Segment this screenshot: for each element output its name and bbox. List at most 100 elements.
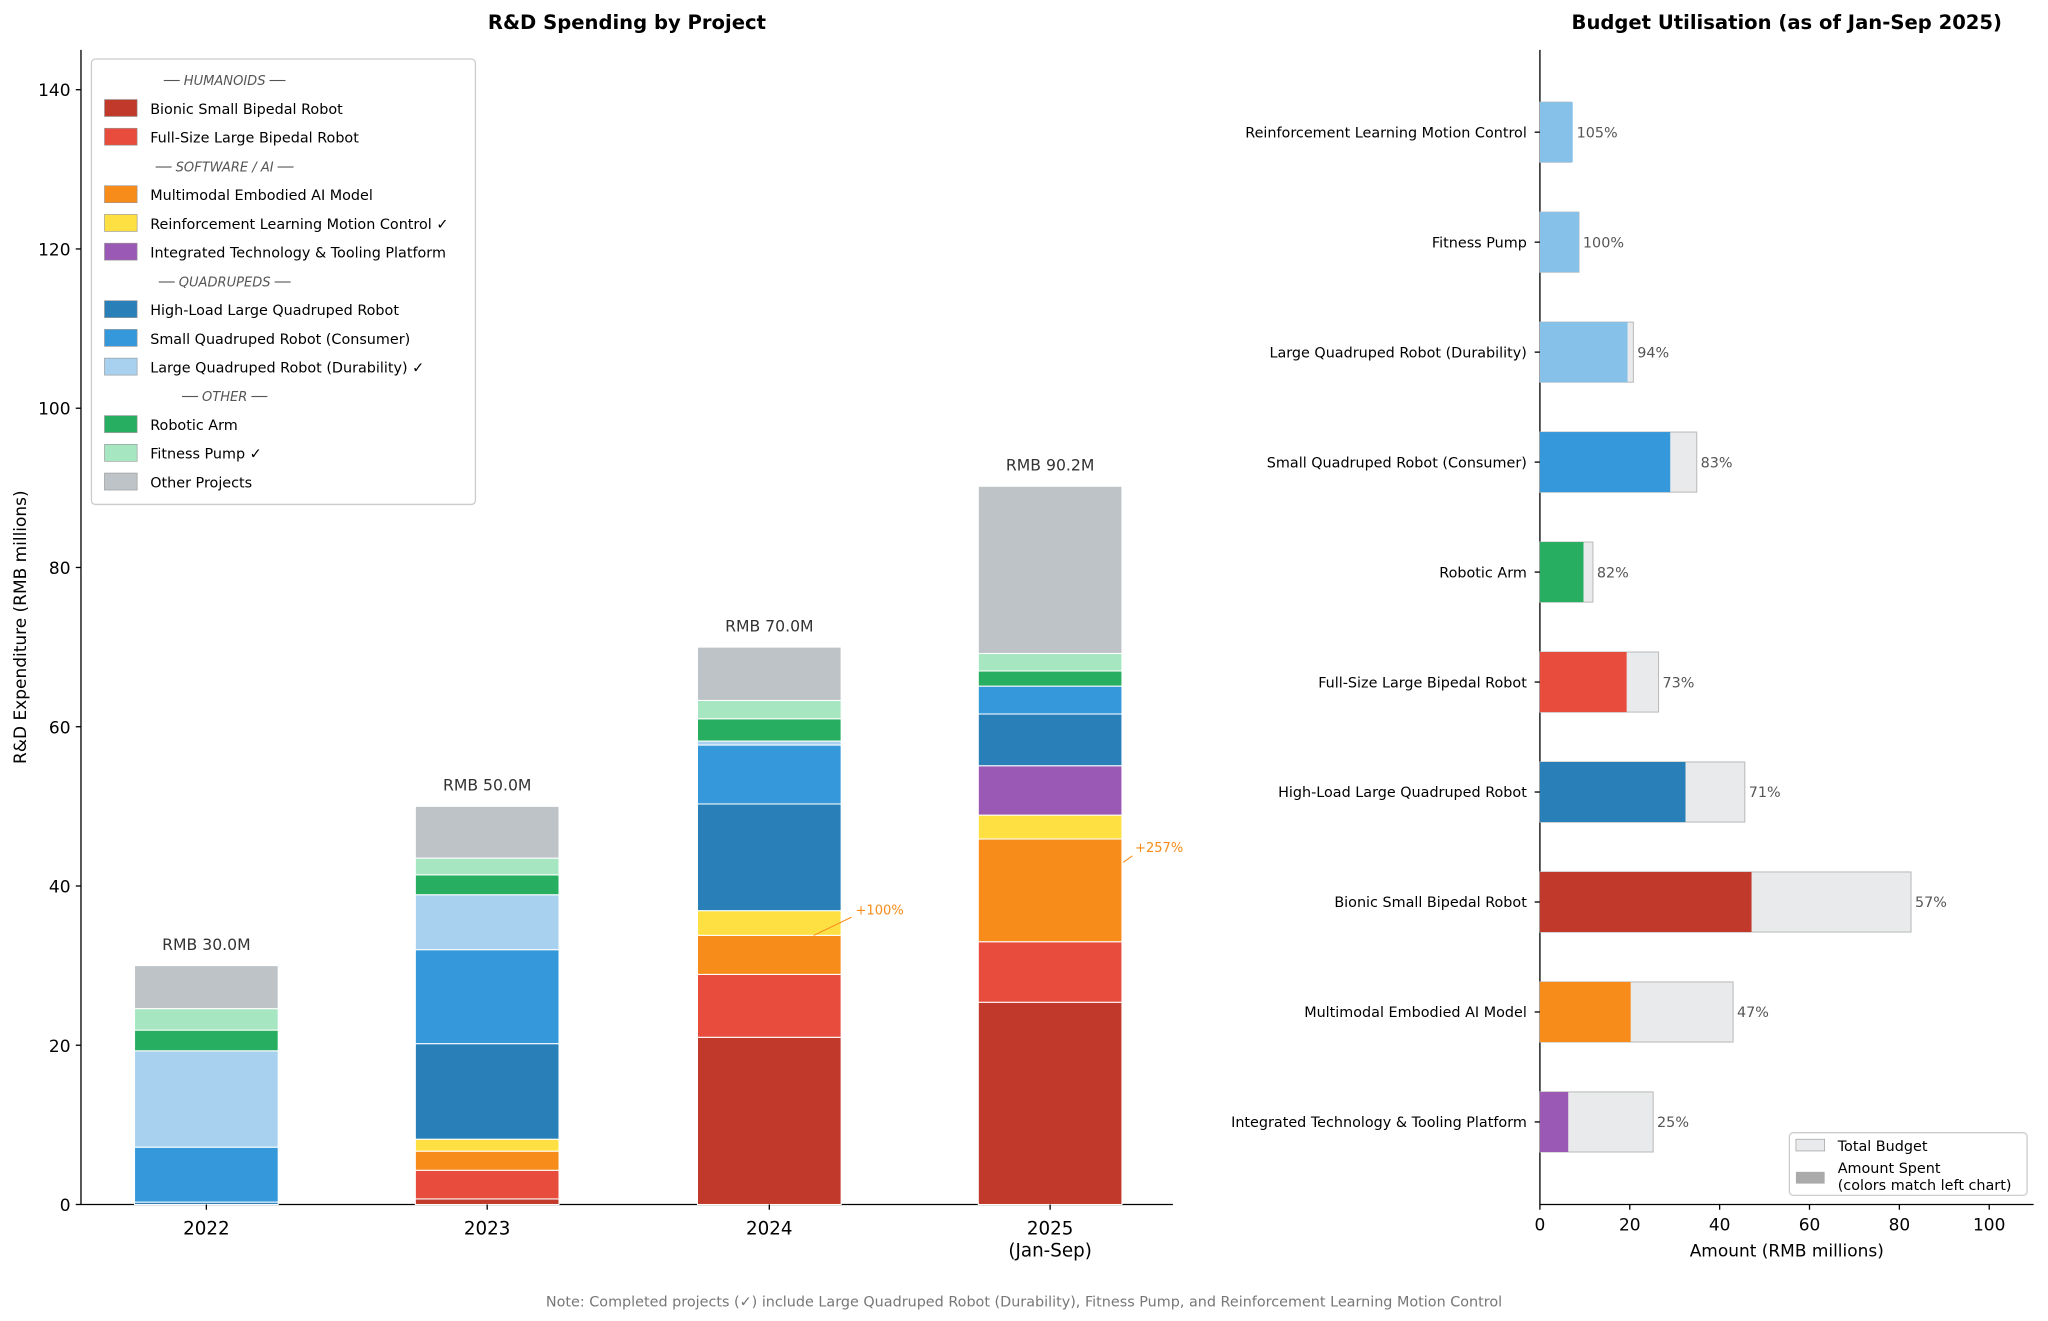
legend-group-header: ── SOFTWARE / AI ── [155, 160, 294, 175]
legend-item-label: Fitness Pump ✓ [150, 447, 262, 463]
legend-item-label: Small Quadruped Robot (Consumer) [150, 332, 410, 348]
bar-segment [977, 713, 1123, 767]
legend-swatch [104, 242, 138, 261]
legend-group-header: ── QUADRUPEDS ── [158, 275, 291, 290]
x-tick-label: 60 [1799, 1216, 1821, 1236]
bar-segment [414, 1150, 560, 1171]
legend-item-label: Reinforcement Learning Motion Control ✓ [150, 217, 448, 233]
legend-item-label: Large Quadruped Robot (Durability) ✓ [150, 361, 424, 377]
bar-segment [134, 1146, 279, 1203]
left-legend: ── HUMANOIDS ── Bionic Small Bipedal Robo… [90, 58, 477, 506]
bar-segment [414, 949, 560, 1045]
utilisation-pct: 71% [1749, 785, 1781, 801]
spent-bar [1539, 212, 1580, 273]
category-label: Multimodal Embodied AI Model [1304, 1005, 1527, 1021]
y-tick-label: 20 [49, 1037, 71, 1057]
x-tick-label: 20 [1619, 1216, 1641, 1236]
x-tick-label: 80 [1889, 1216, 1911, 1236]
bar-segment [134, 965, 279, 1010]
legend-frame [1788, 1132, 2028, 1197]
bar-segment [414, 1169, 560, 1200]
y-tick-label: 120 [38, 240, 70, 260]
legend-swatch [104, 185, 138, 204]
legend-swatch [104, 357, 138, 376]
spent-bar [1539, 102, 1573, 163]
category-label: Robotic Arm [1439, 565, 1527, 581]
legend-swatch [104, 214, 138, 232]
y-tick-label: 80 [49, 559, 71, 579]
category-label: Full-Size Large Bipedal Robot [1318, 675, 1527, 691]
y-tick-label: 100 [38, 400, 70, 420]
bar-segment [696, 740, 842, 746]
legend-swatch [104, 472, 138, 491]
utilisation-pct: 100% [1583, 235, 1624, 251]
bar-segment [977, 1001, 1123, 1206]
legend-item-label: Integrated Technology & Tooling Platform [150, 246, 446, 262]
y-tick-label: 140 [38, 81, 70, 101]
bar-segment [414, 1138, 560, 1152]
growth-annotation: +100% [856, 904, 904, 919]
left-chart-title: R&D Spending by Project [488, 11, 766, 34]
total-label: RMB 50.0M [443, 776, 531, 795]
category-label: Fitness Pump [1432, 235, 1527, 251]
utilisation-pct: 83% [1701, 455, 1733, 471]
x-tick-sublabel: (Jan-Sep) [1008, 1241, 1091, 1262]
utilisation-pct: 94% [1637, 345, 1669, 361]
bar-segment [134, 1050, 279, 1148]
legend-group-header: ── HUMANOIDS ── [163, 74, 286, 89]
y-tick-label: 0 [60, 1196, 71, 1216]
right-x-axis-label: Amount (RMB millions) [1690, 1242, 1884, 1262]
legend-item-label: Multimodal Embodied AI Model [150, 188, 373, 204]
legend-swatch [104, 300, 138, 318]
spent-bar [1539, 981, 1631, 1043]
utilisation-pct: 25% [1657, 1115, 1689, 1131]
bar-segment [977, 652, 1123, 672]
bar-segment [414, 874, 560, 896]
annotation-leader [813, 916, 852, 936]
total-label: RMB 70.0M [725, 616, 813, 635]
spent-bar [1539, 652, 1627, 713]
bar-segment [977, 941, 1123, 1003]
spent-bar [1539, 542, 1584, 603]
legend-item-label: Bionic Small Bipedal Robot [150, 102, 343, 118]
bar-segment [134, 1029, 279, 1052]
bar-segment [696, 1036, 842, 1206]
legend-swatch [104, 127, 138, 146]
bar-segment [977, 765, 1123, 816]
legend-label-note: (colors match left chart) [1838, 1178, 2012, 1194]
right-chart-title: Budget Utilisation (as of Jan-Sep 2025) [1572, 11, 2003, 34]
annotation-leader [1122, 855, 1133, 863]
x-tick-label: 2025 [1027, 1219, 1074, 1240]
bar-segment [696, 803, 842, 912]
spent-bar [1539, 1091, 1569, 1152]
bar-segment [977, 838, 1123, 943]
bar-segment [977, 670, 1123, 687]
bar-segment [696, 718, 842, 742]
total-label: RMB 90.2M [1006, 456, 1094, 475]
legend-swatch [104, 329, 138, 347]
bar-segment [414, 857, 560, 876]
legend-swatch [104, 99, 138, 117]
category-label: Large Quadruped Robot (Durability) [1269, 345, 1526, 361]
bar-segment [134, 1008, 279, 1031]
legend-frame [90, 58, 477, 506]
utilisation-pct: 73% [1662, 675, 1694, 691]
bar-segment [696, 699, 842, 720]
bar-segment [696, 646, 842, 701]
category-label: Reinforcement Learning Motion Control [1245, 125, 1527, 141]
spent-bar [1539, 432, 1671, 493]
legend-item-label: Robotic Arm [150, 418, 238, 434]
legend-item-label: Other Projects [150, 475, 252, 491]
utilisation-pct: 47% [1737, 1005, 1769, 1021]
bar-segment [696, 744, 842, 805]
legend-swatch [104, 444, 138, 462]
spent-bar [1539, 322, 1628, 383]
bar-segment [696, 934, 842, 975]
legend-item-label: Full-Size Large Bipedal Robot [150, 131, 359, 147]
legend-label-budget: Total Budget [1837, 1139, 1928, 1155]
legend-label-spent: Amount Spent [1838, 1161, 1941, 1177]
bar-segment [977, 685, 1123, 715]
bar-segment [414, 805, 560, 859]
bar-segment [414, 894, 560, 951]
